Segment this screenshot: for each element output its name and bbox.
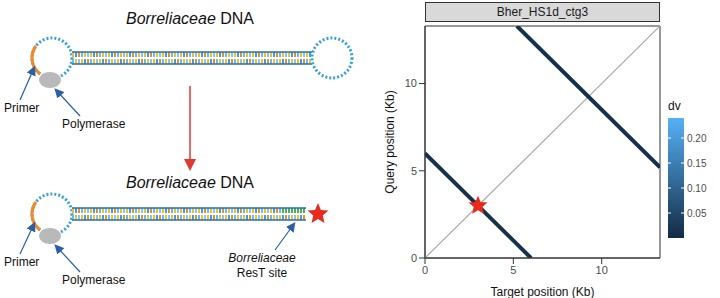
svg-text:Primer: Primer — [4, 255, 39, 269]
svg-text:dv: dv — [668, 99, 681, 113]
svg-text:0: 0 — [422, 264, 428, 276]
svg-text:0.20: 0.20 — [687, 133, 707, 144]
svg-text:0.10: 0.10 — [687, 183, 707, 194]
svg-text:Target position (Kb): Target position (Kb) — [490, 285, 594, 298]
svg-text:0: 0 — [411, 252, 417, 264]
svg-text:Polymerase: Polymerase — [62, 273, 126, 287]
svg-text:Borreliaceae DNA: Borreliaceae DNA — [126, 10, 254, 27]
svg-text:0.05: 0.05 — [687, 208, 707, 219]
svg-text:Borreliaceae: Borreliaceae — [228, 251, 296, 265]
svg-text:0.15: 0.15 — [687, 158, 707, 169]
svg-text:Query position (Kb): Query position (Kb) — [383, 90, 397, 193]
svg-text:5: 5 — [510, 264, 516, 276]
svg-text:5: 5 — [411, 165, 417, 177]
svg-text:10: 10 — [405, 77, 417, 89]
svg-text:Borreliaceae DNA: Borreliaceae DNA — [126, 174, 254, 191]
svg-text:10: 10 — [596, 264, 608, 276]
html-text:Bher_HS1d_ctg3: Bher_HS1d_ctg3 — [496, 5, 589, 19]
svg-text:Primer: Primer — [4, 101, 39, 115]
svg-text:Polymerase: Polymerase — [62, 117, 126, 131]
svg-text:ResT site: ResT site — [237, 266, 288, 280]
